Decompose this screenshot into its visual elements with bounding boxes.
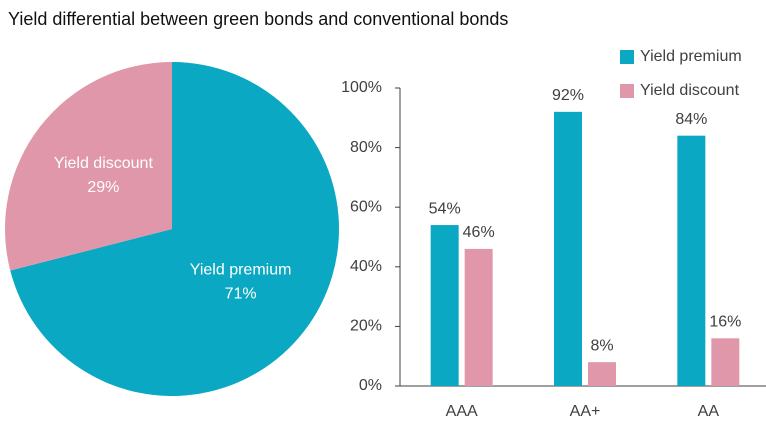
bar: [711, 338, 740, 386]
y-tick-label: 80%: [350, 139, 382, 156]
bar-value-label: 54%: [429, 200, 461, 217]
y-tick-label: 0%: [359, 377, 382, 394]
x-tick-label: AA+: [570, 403, 601, 420]
slice-value-label: 71%: [225, 285, 257, 302]
slice-value-label: 29%: [87, 179, 119, 196]
slice-label: Yield premium: [190, 261, 292, 278]
x-tick-label: AAA: [446, 403, 478, 420]
bar: [464, 248, 493, 386]
y-tick-label: 40%: [350, 258, 382, 275]
bar-value-label: 8%: [590, 337, 613, 354]
bar-value-label: 16%: [709, 314, 741, 331]
bar: [588, 362, 616, 386]
y-tick-label: 100%: [341, 79, 382, 96]
bar-value-label: 84%: [675, 111, 707, 128]
bar-value-label: 92%: [552, 87, 584, 104]
y-tick-label: 20%: [350, 318, 382, 335]
bar: [430, 225, 459, 386]
x-tick-label: AA: [698, 403, 720, 420]
bar: [677, 135, 706, 386]
chart-title: Yield differential between green bonds a…: [8, 9, 508, 29]
legend-swatch: [620, 84, 634, 98]
legend-swatch: [620, 50, 634, 64]
legend-label: Yield premium: [640, 48, 742, 65]
bar-value-label: 46%: [463, 224, 495, 241]
slice-label: Yield discount: [54, 155, 154, 172]
legend-label: Yield discount: [640, 82, 740, 99]
pie-slice: [10, 62, 339, 396]
pie-slice: [4, 62, 172, 271]
y-tick-label: 60%: [350, 198, 382, 215]
bar: [554, 111, 582, 386]
